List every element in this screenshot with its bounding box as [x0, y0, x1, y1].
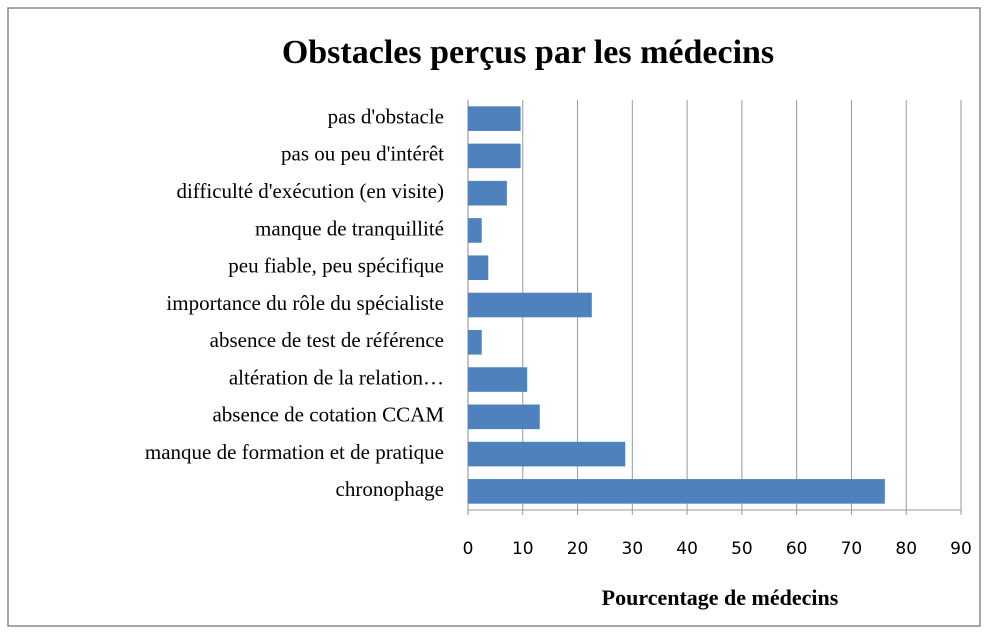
x-tick-label: 50 [731, 539, 753, 559]
chart-title: Obstacles perçus par les médecins [282, 34, 774, 71]
x-axis-title: Pourcentage de médecins [602, 585, 839, 610]
bar [468, 479, 885, 504]
x-tick-label: 80 [895, 539, 917, 559]
bar [468, 441, 626, 467]
bar [468, 329, 482, 355]
y-tick-label: manque de formation et de pratique [145, 440, 444, 464]
bar [468, 292, 592, 318]
x-tick-label: 20 [567, 539, 589, 559]
y-tick-label: importance du rôle du spécialiste [166, 291, 444, 315]
bar [468, 255, 489, 281]
x-tick-label: 90 [950, 539, 972, 559]
bar [468, 367, 528, 392]
y-tick-label: pas ou peu d'intérêt [281, 142, 444, 166]
y-tick-label: manque de tranquillité [255, 216, 444, 240]
bar [468, 218, 482, 243]
x-tick-label: 70 [841, 539, 863, 559]
bar [468, 180, 507, 206]
x-tick-label: 10 [512, 539, 534, 559]
y-tick-label: peu fiable, peu spécifique [228, 254, 444, 278]
y-tick-label: absence de cotation CCAM [212, 403, 444, 427]
x-tick-label: 40 [676, 539, 698, 559]
x-tick-label: 0 [463, 539, 474, 559]
bar [468, 404, 540, 430]
y-tick-label: difficulté d'exécution (en visite) [176, 179, 444, 203]
x-tick-label: 30 [622, 539, 644, 559]
y-tick-label: altération de la relation… [229, 365, 444, 389]
x-tick-label: 60 [786, 539, 808, 559]
y-tick-label: chronophage [336, 477, 444, 501]
y-tick-label: absence de test de référence [210, 328, 444, 352]
bar [468, 106, 521, 131]
bar [468, 143, 521, 169]
y-tick-label: pas d'obstacle [328, 104, 444, 128]
